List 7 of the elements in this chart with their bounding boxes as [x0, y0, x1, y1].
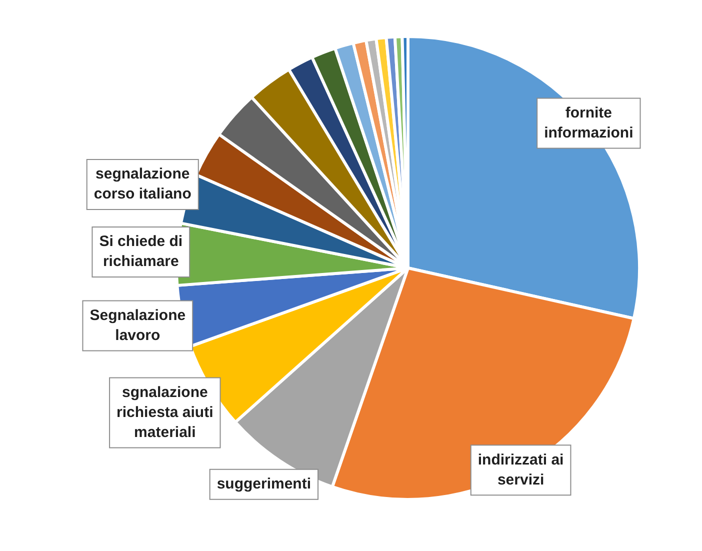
slice-label: Si chiede di richiamare [99, 233, 183, 270]
slice-label: Segnalazione lavoro [90, 306, 186, 344]
slice-label: fornite informazioni [544, 104, 634, 142]
slice-label: indirizzati ai servizi [478, 451, 564, 488]
slice-label: segnalazione corso italiano [94, 166, 192, 203]
slice-label: suggerimenti [216, 476, 312, 493]
slice-label: sgnalazione richiesta aiuti materiali [116, 384, 214, 441]
